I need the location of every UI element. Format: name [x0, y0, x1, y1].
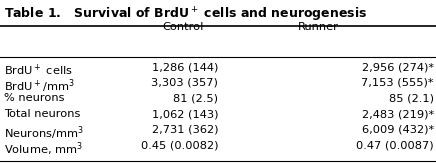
- Text: 1,286 (144): 1,286 (144): [152, 62, 218, 72]
- Text: Table 1.   Survival of BrdU$^+$ cells and neurogenesis: Table 1. Survival of BrdU$^+$ cells and …: [4, 6, 368, 24]
- Text: Total neurons: Total neurons: [4, 109, 81, 119]
- Text: 2,483 (219)*: 2,483 (219)*: [362, 109, 434, 119]
- Text: 2,731 (362): 2,731 (362): [151, 125, 218, 135]
- Text: 0.45 (0.0082): 0.45 (0.0082): [140, 140, 218, 150]
- Text: Neurons/mm$^3$: Neurons/mm$^3$: [4, 125, 84, 142]
- Text: BrdU$^+$ cells: BrdU$^+$ cells: [4, 62, 73, 78]
- Text: 7,153 (555)*: 7,153 (555)*: [361, 78, 434, 88]
- Text: 3,303 (357): 3,303 (357): [151, 78, 218, 88]
- Text: 0.47 (0.0087): 0.47 (0.0087): [356, 140, 434, 150]
- Text: 2,956 (274)*: 2,956 (274)*: [362, 62, 434, 72]
- Text: Volume, mm$^3$: Volume, mm$^3$: [4, 140, 83, 158]
- Text: Control: Control: [163, 22, 204, 32]
- Text: 6,009 (432)*: 6,009 (432)*: [362, 125, 434, 135]
- Text: BrdU$^+$/mm$^3$: BrdU$^+$/mm$^3$: [4, 78, 75, 95]
- Text: 81 (2.5): 81 (2.5): [173, 93, 218, 103]
- Text: 1,062 (143): 1,062 (143): [151, 109, 218, 119]
- Text: % neurons: % neurons: [4, 93, 65, 103]
- Text: Runner: Runner: [298, 22, 339, 32]
- Text: 85 (2.1): 85 (2.1): [389, 93, 434, 103]
